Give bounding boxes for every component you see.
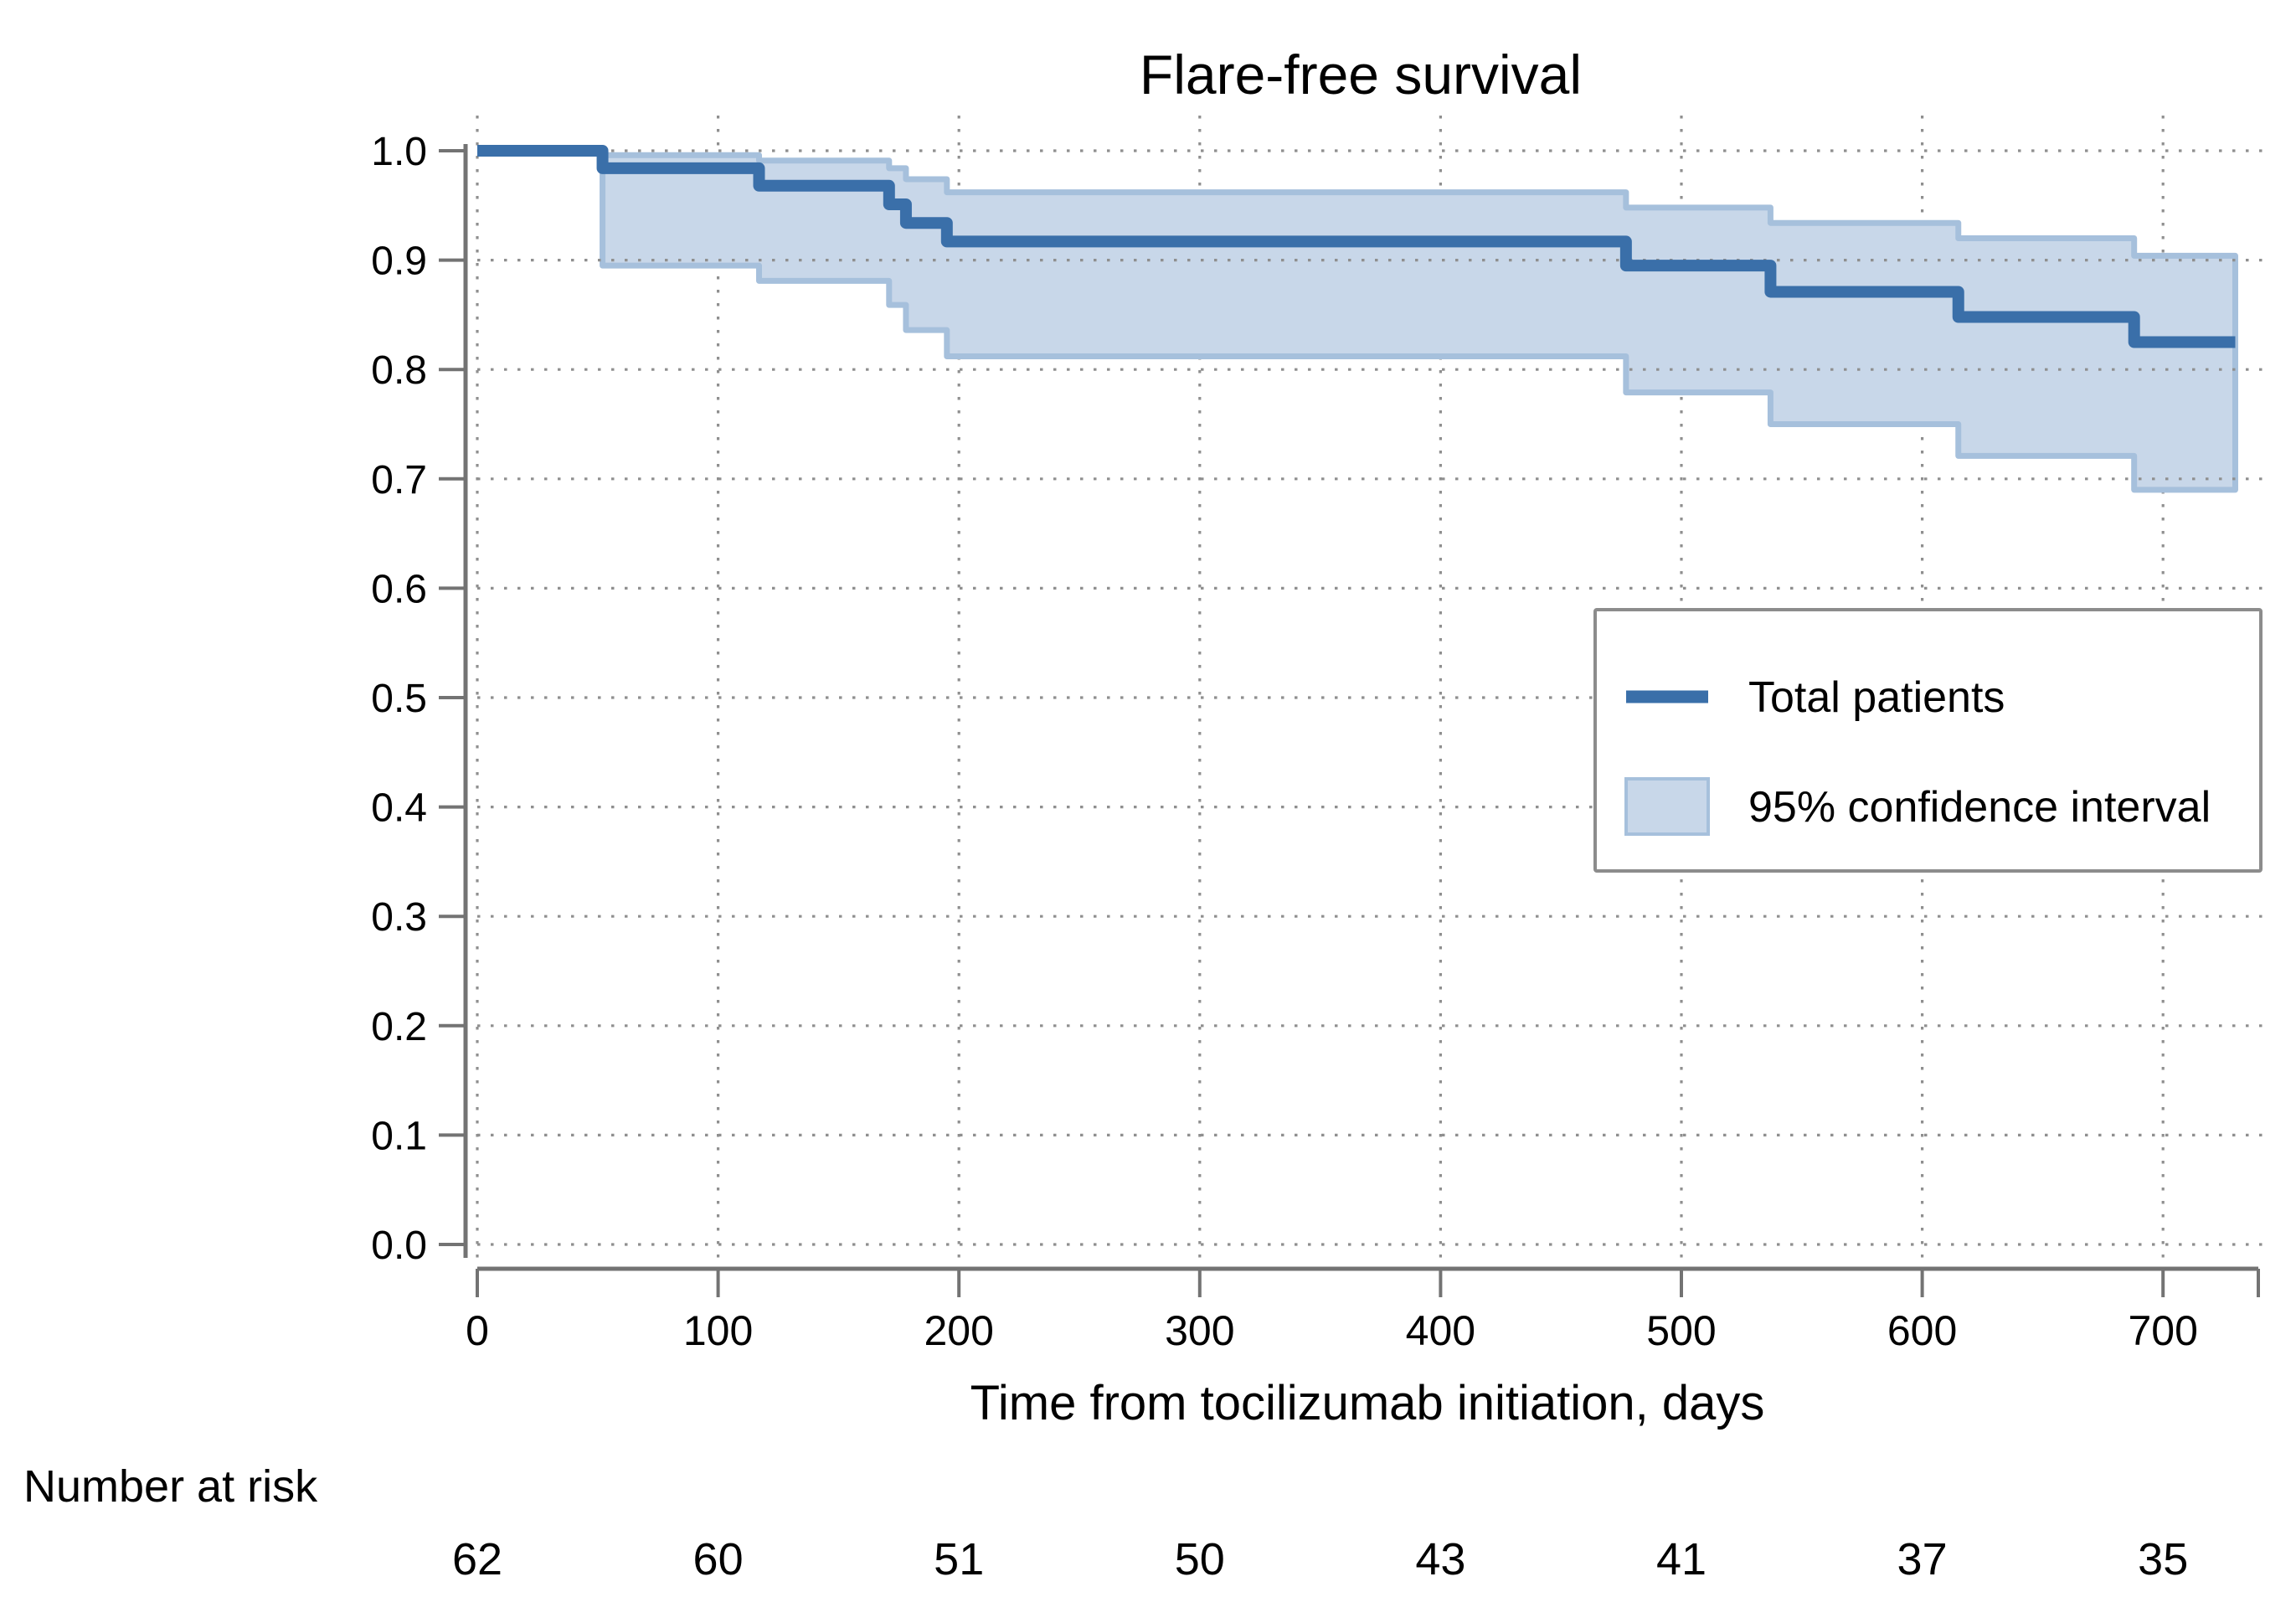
y-tick-label: 0.0 bbox=[371, 1224, 427, 1268]
y-tick-label: 1.0 bbox=[371, 130, 427, 174]
x-tick-label: 700 bbox=[2128, 1307, 2197, 1354]
risk-value: 50 bbox=[1175, 1534, 1225, 1584]
risk-value: 62 bbox=[452, 1534, 502, 1584]
y-tick-label: 0.5 bbox=[371, 677, 427, 721]
y-tick-label: 0.1 bbox=[371, 1114, 427, 1158]
number-at-risk-row: Number at risk 62 60 51 50 43 41 37 35 bbox=[23, 1461, 2188, 1584]
chart-title: Flare-free survival bbox=[1140, 44, 1582, 106]
x-axis: 0 100 200 300 400 500 600 700 bbox=[466, 1266, 2260, 1354]
x-tick-label: 200 bbox=[924, 1307, 993, 1354]
y-tick-label: 0.3 bbox=[371, 895, 427, 940]
number-at-risk-label: Number at risk bbox=[23, 1461, 318, 1512]
risk-value: 51 bbox=[934, 1534, 984, 1584]
risk-value: 41 bbox=[1656, 1534, 1707, 1584]
x-tick-label: 300 bbox=[1165, 1307, 1234, 1354]
x-tick-label: 0 bbox=[466, 1307, 489, 1354]
x-tick-label: 400 bbox=[1406, 1307, 1475, 1354]
survival-step-line bbox=[477, 145, 2236, 348]
y-tick-label: 0.7 bbox=[371, 458, 427, 502]
y-tick-label: 0.2 bbox=[371, 1005, 427, 1049]
x-tick-label: 500 bbox=[1646, 1307, 1716, 1354]
risk-value: 37 bbox=[1897, 1534, 1948, 1584]
y-tick-label: 0.9 bbox=[371, 240, 427, 284]
y-tick-label: 0.8 bbox=[371, 348, 427, 393]
risk-value: 60 bbox=[693, 1534, 744, 1584]
legend-label-total-patients: Total patients bbox=[1748, 673, 2005, 722]
legend-confidence-interval-swatch bbox=[1624, 777, 1710, 836]
legend: Total patients 95% confidence interval bbox=[1593, 608, 2263, 873]
number-at-risk-values: 62 60 51 50 43 41 37 35 bbox=[452, 1534, 2188, 1584]
y-tick-label: 0.6 bbox=[371, 567, 427, 611]
x-axis-label: Time from tocilizumab initiation, days bbox=[970, 1376, 1765, 1430]
risk-value: 35 bbox=[2138, 1534, 2188, 1584]
risk-value: 43 bbox=[1415, 1534, 1465, 1584]
y-tick-label: 0.4 bbox=[371, 786, 427, 831]
legend-box bbox=[1593, 608, 2263, 873]
y-axis: 1.0 0.9 0.8 0.7 0.6 0.5 0.4 0.3 0.2 0.1 0.0 bbox=[371, 130, 468, 1268]
legend-label-confidence-interval: 95% confidence interval bbox=[1748, 783, 2211, 832]
x-tick-label: 600 bbox=[1887, 1307, 1957, 1354]
x-tick-label: 100 bbox=[683, 1307, 753, 1354]
